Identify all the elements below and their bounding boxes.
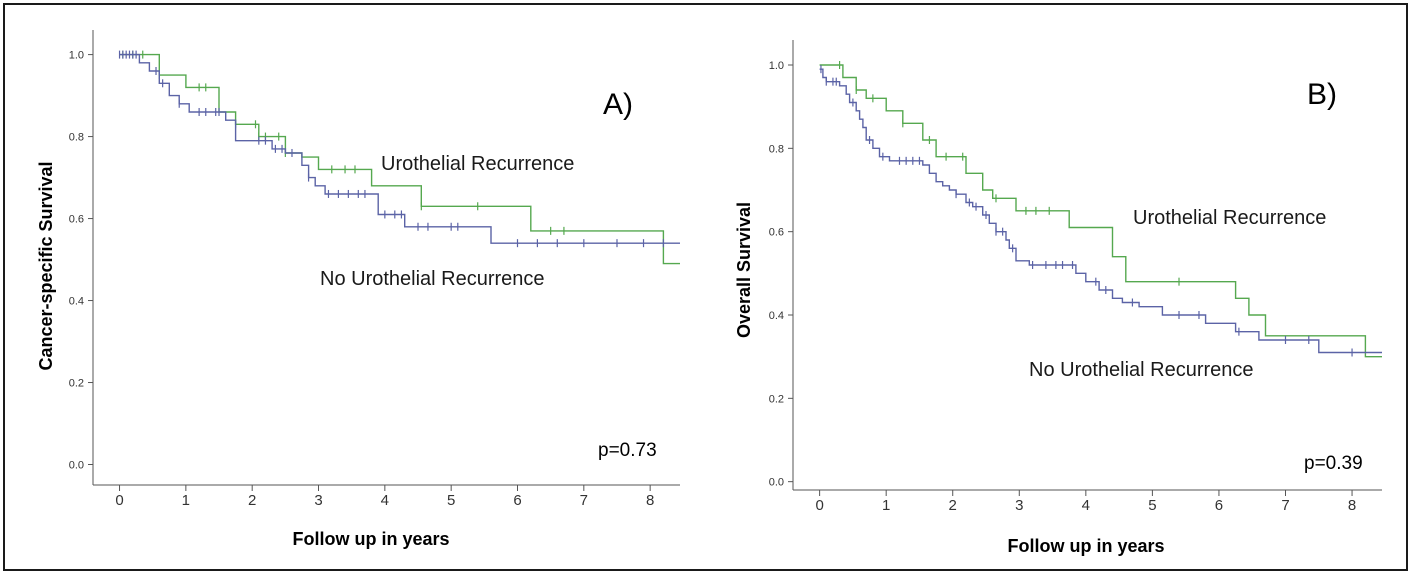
chart-a-p-value: p=0.73 bbox=[598, 440, 657, 461]
panel-b: 0.0 0.2 0.4 0.6 0.8 1.0 0 1 2 3 4 5 6 7 8 Overall Surv… bbox=[700, 0, 1400, 574]
chart-a-y-tick-label: 1.0 bbox=[69, 50, 84, 62]
chart-a-panel-label: A) bbox=[603, 88, 633, 121]
chart-a-x-tick-label: 2 bbox=[248, 492, 256, 509]
chart-b-plot-layer: 0.0 0.2 0.4 0.6 0.8 1.0 0 1 2 3 4 5 6 7 8 bbox=[769, 40, 1382, 514]
chart-b-x-tick-label: 0 bbox=[815, 497, 823, 514]
chart-b-x-tick-label: 4 bbox=[1082, 497, 1090, 514]
chart-b-annotation-recurrence: Urothelial Recurrence bbox=[1133, 207, 1326, 229]
chart-a-y-tick-label: 0.0 bbox=[69, 460, 84, 472]
chart-a-x-axis-title: Follow up in years bbox=[292, 529, 449, 549]
chart-a-y-tick-label: 0.6 bbox=[69, 214, 84, 226]
chart-a-plot-layer: 0.0 0.2 0.4 0.6 0.8 1.0 0 1 2 3 4 5 6 7 8 bbox=[69, 30, 680, 509]
chart-b-y-tick-label: 0.0 bbox=[769, 477, 784, 489]
chart-a-x-tick-label: 4 bbox=[381, 492, 389, 509]
chart-a-x-tick-label: 5 bbox=[447, 492, 455, 509]
chart-b-x-tick-label: 1 bbox=[882, 497, 890, 514]
chart-a-x-tick-label: 7 bbox=[580, 492, 588, 509]
chart-a-x-tick-label: 8 bbox=[646, 492, 654, 509]
chart-b-x-tick-label: 2 bbox=[949, 497, 957, 514]
chart-a-annotation-no-recurrence: No Urothelial Recurrence bbox=[320, 268, 545, 290]
chart-b-x-tick-label: 5 bbox=[1148, 497, 1156, 514]
chart-a-y-tick-label: 0.8 bbox=[69, 132, 84, 144]
chart-b-svg: 0.0 0.2 0.4 0.6 0.8 1.0 0 1 2 3 4 5 6 7 8 Overall Surv… bbox=[734, 40, 1382, 556]
chart-b-x-tick-label: 3 bbox=[1015, 497, 1023, 514]
chart-b-y-tick-label: 1.0 bbox=[769, 60, 784, 72]
chart-a-x-tick-label: 0 bbox=[115, 492, 123, 509]
chart-b-x-axis-title: Follow up in years bbox=[1007, 536, 1164, 556]
chart-b-y-tick-label: 0.6 bbox=[769, 227, 784, 239]
figure-frame bbox=[3, 3, 1408, 571]
chart-a-y-tick-label: 0.2 bbox=[69, 378, 84, 390]
chart-a-y-tick-label: 0.4 bbox=[69, 296, 84, 308]
chart-a-x-tick-label: 3 bbox=[314, 492, 322, 509]
chart-b-x-tick-label: 8 bbox=[1348, 497, 1356, 514]
chart-b-annotation-no-recurrence: No Urothelial Recurrence bbox=[1029, 359, 1254, 381]
chart-b-x-tick-label: 7 bbox=[1281, 497, 1289, 514]
chart-a-y-axis-title: Cancer-specific Survival bbox=[36, 161, 56, 370]
panel-a: 0.0 0.2 0.4 0.6 0.8 1.0 0 1 2 3 4 5 6 7 8 Cancer-speci… bbox=[0, 0, 700, 574]
chart-a-annotation-recurrence: Urothelial Recurrence bbox=[381, 153, 574, 175]
chart-b-y-tick-label: 0.2 bbox=[769, 393, 784, 405]
chart-a-x-tick-label: 1 bbox=[182, 492, 190, 509]
chart-a-series-no-urothelial-recurrence-curve bbox=[119, 53, 680, 244]
chart-b-y-axis-title: Overall Survival bbox=[734, 202, 754, 338]
chart-a-x-tick-label: 6 bbox=[513, 492, 521, 509]
chart-b-y-tick-label: 0.8 bbox=[769, 143, 784, 155]
chart-b-p-value: p=0.39 bbox=[1304, 453, 1363, 474]
chart-a-svg: 0.0 0.2 0.4 0.6 0.8 1.0 0 1 2 3 4 5 6 7 8 Cancer-speci… bbox=[36, 30, 680, 549]
chart-b-panel-label: B) bbox=[1307, 78, 1337, 111]
chart-b-y-tick-label: 0.4 bbox=[769, 310, 784, 322]
chart-b-x-tick-label: 6 bbox=[1215, 497, 1223, 514]
